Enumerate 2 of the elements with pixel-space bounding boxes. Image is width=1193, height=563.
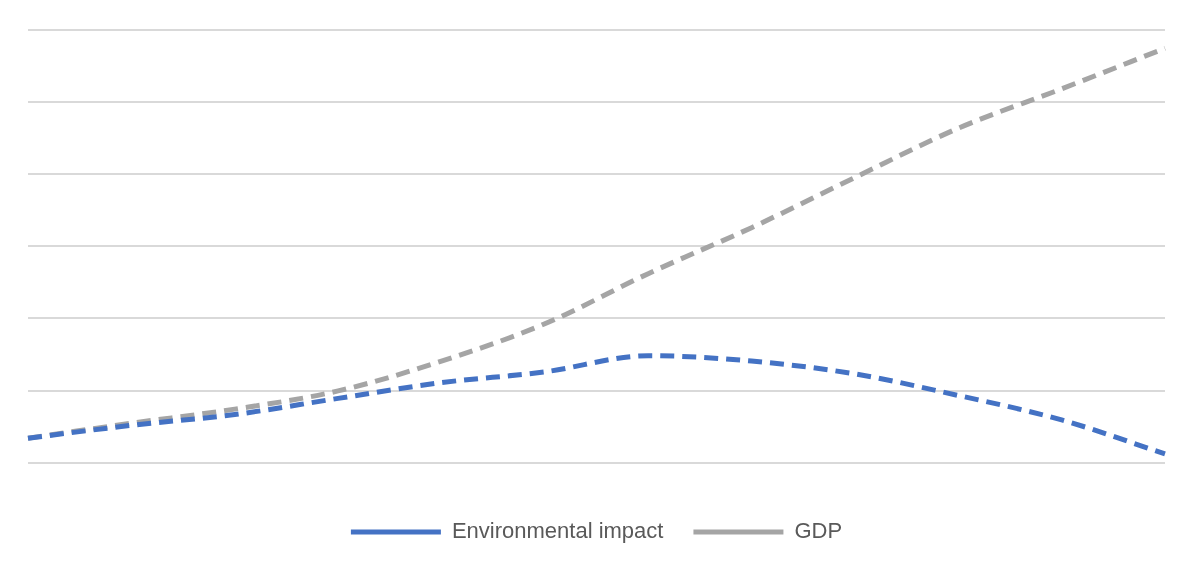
legend-label: GDP: [794, 518, 843, 544]
legend-label: Environmental impact: [451, 518, 664, 544]
